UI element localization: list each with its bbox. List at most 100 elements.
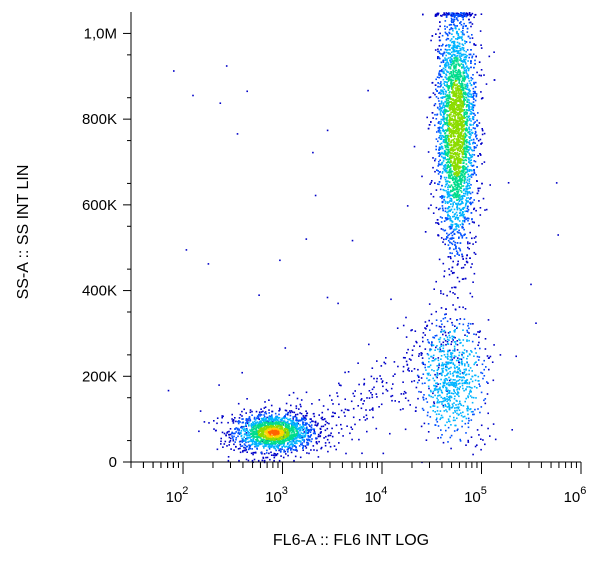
- event-dot: [444, 123, 447, 126]
- event-dot: [451, 177, 453, 180]
- event-dot: [268, 409, 270, 411]
- event-dot: [461, 67, 463, 69]
- event-dot: [257, 444, 259, 447]
- event-dot: [448, 405, 451, 407]
- event-dot: [452, 72, 455, 75]
- event-dot: [457, 57, 459, 59]
- event-dot: [465, 163, 468, 165]
- event-dot: [287, 418, 289, 421]
- event-dot: [391, 394, 394, 397]
- event-dot: [441, 197, 443, 200]
- event-dot: [300, 412, 303, 415]
- event-dot: [432, 396, 434, 399]
- event-dot: [443, 166, 446, 168]
- event-dot: [370, 392, 372, 394]
- event-dot: [432, 344, 435, 347]
- event-dot: [434, 394, 436, 397]
- event-dot: [462, 78, 464, 81]
- event-dot: [293, 441, 295, 443]
- event-dot: [465, 369, 467, 371]
- event-dot: [368, 343, 370, 346]
- event-dot: [479, 385, 481, 387]
- event-dot: [421, 175, 423, 178]
- event-dot: [440, 53, 442, 55]
- event-dot: [448, 150, 450, 153]
- event-dot: [461, 278, 464, 280]
- event-dot: [303, 431, 306, 433]
- event-dot: [466, 85, 468, 87]
- event-dot: [470, 266, 472, 269]
- event-dot: [470, 113, 472, 115]
- event-dot: [277, 442, 280, 445]
- event-dot: [273, 459, 275, 462]
- event-dot: [444, 66, 447, 69]
- event-dot: [458, 185, 461, 188]
- event-dot: [467, 197, 470, 199]
- event-dot: [294, 415, 296, 418]
- event-dot: [458, 43, 461, 45]
- event-dot: [407, 369, 409, 371]
- event-dot: [442, 43, 444, 46]
- event-dot: [469, 102, 471, 105]
- event-dot: [289, 440, 292, 443]
- event-dot: [444, 132, 447, 134]
- event-dot: [289, 411, 292, 414]
- event-dot: [257, 431, 260, 433]
- event-dot: [437, 50, 439, 53]
- event-dot: [474, 445, 477, 448]
- event-dot: [470, 84, 473, 86]
- event-dot: [434, 158, 437, 160]
- event-dot: [273, 445, 275, 448]
- event-dot: [443, 118, 445, 121]
- event-dot: [241, 410, 243, 413]
- event-dot: [280, 450, 282, 452]
- event-dot: [441, 163, 443, 166]
- event-dot: [447, 102, 450, 104]
- event-dot: [248, 447, 251, 449]
- event-dot: [304, 427, 306, 429]
- event-dot: [446, 201, 449, 203]
- event-dot: [347, 371, 350, 373]
- event-dot: [440, 396, 443, 399]
- event-dot: [443, 14, 446, 16]
- event-dot: [296, 413, 299, 416]
- event-dot: [426, 377, 428, 380]
- event-dot: [226, 432, 228, 434]
- event-dot: [453, 42, 456, 45]
- event-dot: [458, 179, 460, 181]
- event-dot: [265, 452, 268, 454]
- event-dot: [256, 445, 258, 447]
- event-dot: [460, 83, 462, 85]
- event-dot: [437, 97, 440, 100]
- event-dot: [442, 78, 445, 81]
- event-dot: [434, 335, 437, 337]
- event-dot: [437, 437, 439, 439]
- event-dot: [450, 23, 453, 26]
- event-dot: [464, 42, 466, 45]
- event-dot: [446, 294, 448, 297]
- event-dot: [473, 385, 476, 388]
- event-dot: [468, 91, 471, 93]
- event-dot: [448, 143, 450, 145]
- event-dot: [482, 439, 484, 441]
- event-dot: [461, 195, 463, 198]
- event-dot: [295, 405, 298, 407]
- event-dot: [458, 183, 460, 185]
- event-dot: [458, 413, 460, 416]
- event-dot: [295, 426, 297, 429]
- event-dot: [305, 423, 307, 425]
- event-dot: [439, 123, 442, 125]
- event-dot: [439, 163, 441, 166]
- event-dot: [454, 286, 457, 289]
- event-dot: [274, 441, 277, 444]
- event-dot: [453, 84, 456, 86]
- event-dot: [256, 433, 259, 436]
- event-dot: [272, 419, 274, 421]
- event-dot: [453, 64, 455, 67]
- event-dot: [484, 443, 486, 446]
- event-dot: [458, 254, 460, 256]
- event-dot: [284, 450, 286, 453]
- event-dot: [261, 443, 263, 445]
- event-dot: [470, 411, 473, 413]
- event-dot: [429, 406, 432, 408]
